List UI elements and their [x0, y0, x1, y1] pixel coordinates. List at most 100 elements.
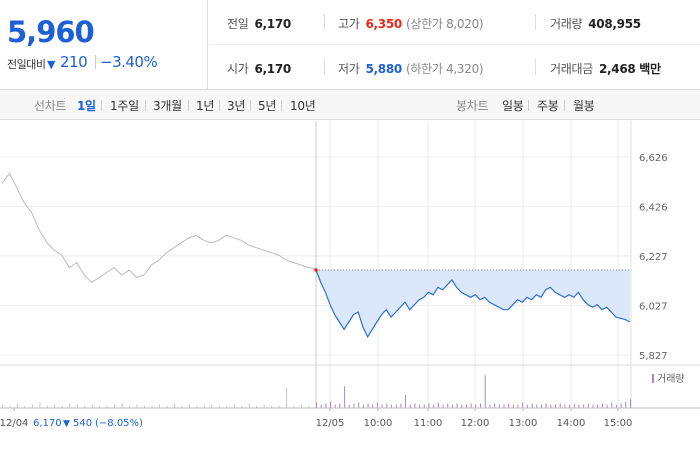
period-weekly[interactable]: 주봉: [537, 99, 559, 113]
y-tick-label: 6,626: [639, 153, 668, 164]
period-monthly[interactable]: 월봉: [573, 99, 595, 113]
y-tick-label: 6,027: [639, 301, 668, 312]
volume-bar: [391, 404, 392, 408]
volume-bar: [218, 405, 220, 408]
change-value: 210: [60, 53, 88, 71]
period-1d[interactable]: 1일: [77, 99, 96, 113]
volume-bar: [466, 404, 467, 408]
grid: [0, 121, 700, 408]
volume-bar: [414, 403, 416, 408]
today-line: [315, 269, 631, 339]
period-daily[interactable]: 일봉: [502, 99, 524, 113]
volume-bar: [61, 405, 63, 408]
volume-bar: [423, 404, 425, 408]
volume-bar: [512, 404, 514, 408]
volume-bar: [484, 375, 486, 408]
volume-bar: [536, 404, 538, 408]
x-axis: 12/04 12/05 10:00 11:00 12:00 13:00 14:00 15:00…: [0, 407, 700, 429]
volume-bar: [376, 402, 378, 408]
volume-bar: [630, 399, 631, 409]
stat-value: 408,955: [588, 17, 641, 31]
volume-bar: [136, 404, 138, 408]
volume-bar: [606, 404, 608, 408]
stat-label: 저가: [338, 62, 360, 76]
volume-bar: [442, 404, 444, 408]
volume-bar: [625, 401, 627, 408]
divider: [95, 55, 96, 69]
x-tick-label: 12:00: [461, 418, 490, 429]
change-percent: −3.40%: [100, 53, 158, 71]
volume-bar: [17, 403, 18, 408]
period-3m[interactable]: 3개월: [153, 99, 182, 113]
volume-bar: [166, 405, 168, 408]
volume-bar: [508, 403, 510, 408]
volume-bar: [362, 404, 364, 408]
volume-bar: [301, 404, 302, 408]
y-tick-label: 6,426: [639, 203, 668, 214]
quote-stats: 전일 6,170 고가 6,350 (상한가 8,020) 거래량 408,955 시가…: [209, 0, 700, 90]
divider: [324, 14, 325, 30]
volume-bar: [620, 403, 622, 408]
volume-bar: [320, 404, 322, 408]
volume-bar: [470, 403, 472, 408]
stat-label: 거래대금: [550, 62, 593, 76]
stat-prev-close: 전일 6,170: [227, 15, 291, 32]
line-chart-label: 선차트: [34, 99, 67, 113]
stat-open: 시가 6,170: [227, 60, 291, 77]
volume-bar: [564, 404, 566, 408]
stat-label: 시가: [227, 62, 249, 76]
stat-amount: 거래대금 2,468 백만: [550, 60, 661, 77]
period-1y[interactable]: 1년: [196, 99, 215, 113]
volume-bar: [597, 404, 599, 408]
divider: [219, 100, 220, 111]
stat-low: 저가 5,880 (하한가 4,320): [338, 60, 484, 77]
stats-row-2: 시가 6,170 저가 5,880 (하한가 4,320) 거래대금 2,468 백만: [209, 45, 700, 90]
volume-bar: [39, 402, 41, 408]
y-tick-label: 5,827: [639, 351, 668, 362]
volume-bar: [569, 404, 571, 408]
volume-bar: [522, 402, 524, 408]
volume-bar: [2, 404, 3, 408]
stat-sub: (상한가 8,020): [405, 17, 484, 31]
volume-bar: [344, 386, 346, 408]
period-10y[interactable]: 10년: [290, 99, 316, 113]
volume-bar: [400, 403, 402, 408]
divider: [535, 14, 536, 30]
period-1w[interactable]: 1주일: [110, 99, 139, 113]
volume-bar: [46, 405, 48, 408]
volume-bar: [69, 403, 71, 408]
x-tick-label: 15:00: [604, 418, 633, 429]
volume-bar: [196, 405, 198, 408]
stat-value: 5,880: [365, 62, 402, 76]
down-triangle-icon: ▼: [47, 58, 56, 71]
volume-bar: [433, 404, 435, 408]
today-area-layer: [316, 269, 630, 337]
volume-bar: [545, 403, 547, 408]
volume-bar: [325, 403, 327, 408]
current-price: 5,960: [7, 15, 95, 49]
series-layer: [1, 172, 631, 339]
volume-bar: [475, 404, 477, 408]
volume-bar: [517, 404, 519, 408]
stat-volume: 거래량 408,955: [550, 15, 641, 32]
divider: [528, 100, 529, 111]
volume-bar: [211, 404, 213, 408]
volume-bar: [31, 404, 33, 408]
volume-bar: [339, 403, 341, 408]
divider: [535, 59, 536, 75]
volume-bar: [286, 388, 288, 408]
period-5y[interactable]: 5년: [258, 99, 277, 113]
volume-bar: [531, 403, 533, 408]
x-tick-label: 14:00: [557, 418, 586, 429]
volume-bar: [541, 404, 542, 408]
stats-row-1: 전일 6,170 고가 6,350 (상한가 8,020) 거래량 408,955: [209, 0, 700, 45]
volume-bar: [91, 404, 93, 408]
change-label: 전일대비: [7, 58, 46, 71]
volume-bar: [316, 402, 317, 408]
volume-bar: [437, 402, 439, 408]
period-3y[interactable]: 3년: [227, 99, 246, 113]
volume-bar: [174, 403, 175, 408]
volume-bar: [395, 404, 397, 408]
prev-day-pct: (−8.05%): [95, 418, 143, 429]
